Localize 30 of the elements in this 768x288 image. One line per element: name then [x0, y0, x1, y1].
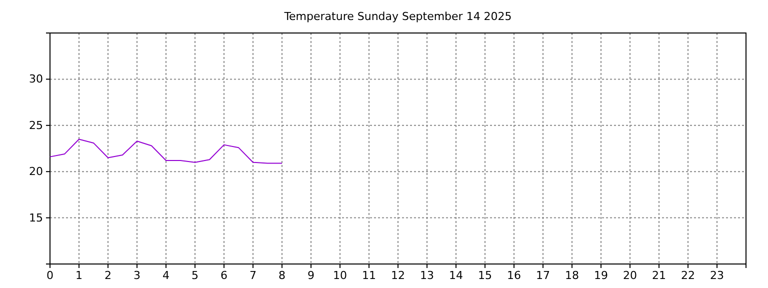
x-tick-label: 7: [250, 268, 256, 282]
x-tick-label: 12: [391, 268, 405, 282]
x-tick-label: 14: [449, 268, 463, 282]
x-tick-label: 3: [134, 268, 140, 282]
x-tick-label: 13: [420, 268, 434, 282]
x-tick-label: 9: [308, 268, 314, 282]
x-tick-label: 0: [46, 268, 54, 282]
x-tick-label: 8: [278, 268, 286, 282]
y-tick-label: 15: [29, 211, 43, 224]
x-tick-label: 21: [652, 268, 666, 282]
x-tick-label: 20: [623, 268, 637, 282]
x-tick-label: 16: [507, 268, 521, 282]
x-tick-label: 17: [536, 268, 550, 282]
y-tick-label: 20: [29, 165, 43, 178]
x-tick-label: 4: [162, 268, 170, 282]
x-tick-label: 5: [192, 268, 198, 282]
x-tick-label: 23: [710, 268, 724, 282]
x-tick-label: 22: [681, 268, 695, 282]
y-tick-label: 25: [29, 118, 43, 132]
x-tick-label: 19: [594, 268, 608, 282]
x-tick-label: 10: [333, 268, 347, 282]
y-tick-label: 30: [29, 72, 43, 86]
x-tick-label: 15: [478, 268, 492, 282]
chart-title: Temperature Sunday September 14 2025: [283, 10, 512, 23]
x-tick-label: 1: [76, 268, 82, 282]
x-tick-label: 6: [220, 268, 228, 282]
x-tick-label: 2: [104, 268, 112, 282]
x-tick-label: 18: [565, 268, 579, 282]
line-series: [50, 138, 282, 164]
x-tick-label: 11: [362, 268, 376, 282]
